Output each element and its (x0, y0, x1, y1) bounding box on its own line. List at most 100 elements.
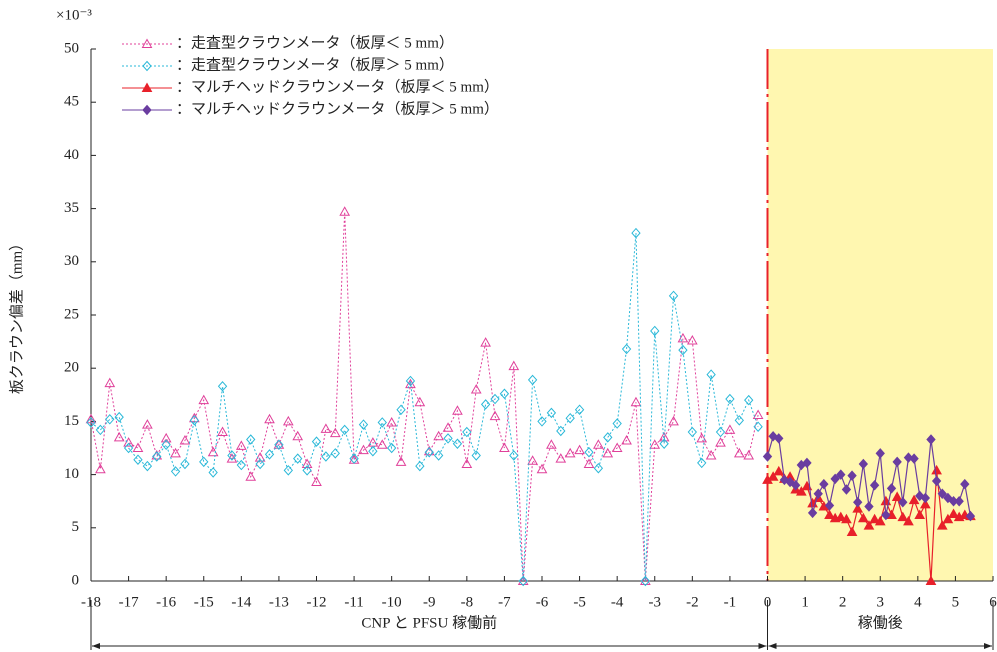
marker (236, 459, 247, 471)
marker (489, 410, 501, 421)
x-tick-label: -14 (231, 594, 251, 610)
marker (329, 427, 341, 438)
marker (320, 423, 332, 433)
legend: ：走査型クラウンメータ（板厚＜ 5 mm） ：走査型クラウンメータ（板厚＞ 5 m… (122, 33, 499, 117)
marker (875, 448, 885, 459)
marker (461, 458, 473, 468)
marker (819, 478, 829, 490)
x-tick-label: -11 (344, 594, 363, 610)
marker (396, 404, 406, 415)
y-tick-label: 0 (72, 572, 80, 588)
marker (386, 416, 398, 427)
marker (650, 325, 660, 337)
marker (603, 432, 613, 443)
marker (724, 424, 736, 434)
marker (170, 447, 181, 458)
marker (715, 426, 726, 438)
marker (199, 456, 209, 468)
y-tick-label: 50 (64, 40, 79, 56)
marker (179, 435, 191, 445)
marker (113, 431, 125, 442)
marker (283, 465, 293, 476)
marker (546, 439, 557, 449)
period-label: CNP と PFSU 稼働前 (361, 614, 497, 631)
period-label: 稼働後 (858, 614, 903, 631)
marker (919, 498, 931, 509)
marker (293, 453, 303, 464)
marker (903, 515, 914, 526)
y-exponent: ×10⁻³ (56, 7, 92, 23)
arrow-head (92, 643, 100, 649)
marker (640, 575, 651, 587)
marker (892, 456, 902, 468)
marker (602, 447, 614, 458)
marker (556, 425, 566, 437)
marker (762, 451, 773, 462)
marker (920, 492, 931, 504)
marker (86, 417, 96, 428)
marker (697, 457, 707, 469)
marker (725, 393, 735, 405)
marker (105, 414, 115, 425)
marker (574, 444, 585, 455)
marker (881, 509, 891, 521)
marker (189, 415, 200, 426)
marker (630, 396, 642, 407)
marker (424, 447, 434, 458)
marker (914, 509, 926, 520)
marker (433, 450, 444, 461)
x-tick-label: 2 (839, 594, 847, 610)
x-tick-label: -17 (119, 594, 139, 610)
marker (302, 465, 312, 476)
marker (753, 421, 763, 432)
marker (583, 458, 595, 468)
marker (95, 424, 106, 436)
marker (480, 337, 491, 347)
x-tick-label: -15 (194, 594, 214, 610)
marker (311, 436, 322, 447)
marker (915, 490, 925, 502)
marker (546, 407, 557, 419)
arrow-head (768, 643, 777, 649)
y-tick-label: 45 (64, 94, 79, 110)
marker (863, 520, 875, 530)
marker (564, 447, 576, 458)
marker (813, 488, 823, 500)
marker (744, 394, 754, 406)
marker (767, 471, 779, 481)
marker (659, 438, 669, 449)
marker (264, 449, 275, 460)
marker (470, 383, 482, 394)
marker (903, 452, 914, 463)
series-line (90, 233, 759, 582)
marker (358, 444, 369, 455)
marker (942, 513, 954, 524)
marker (649, 439, 661, 449)
marker (621, 343, 632, 355)
x-tick-label: -12 (307, 594, 327, 610)
marker (869, 513, 880, 524)
y-tick-label: 35 (64, 200, 79, 216)
x-tick-label: -6 (536, 594, 549, 610)
marker (853, 497, 863, 508)
marker (858, 458, 869, 470)
marker (555, 453, 567, 463)
marker (142, 104, 152, 116)
marker (835, 511, 847, 522)
marker (807, 507, 818, 519)
x-tick-label: -5 (573, 594, 586, 610)
marker (133, 454, 143, 465)
marker (852, 503, 864, 513)
marker (537, 416, 547, 427)
marker (499, 388, 510, 399)
x-tick-label: -4 (611, 594, 624, 610)
marker (743, 449, 755, 460)
marker (677, 332, 689, 343)
marker (321, 451, 331, 462)
marker (937, 488, 947, 500)
y-axis-label: 板クラウン偏差（mm） (7, 236, 25, 394)
marker (123, 437, 134, 447)
marker (368, 445, 378, 457)
x-tick-label: -2 (686, 594, 699, 610)
marker (405, 375, 416, 387)
